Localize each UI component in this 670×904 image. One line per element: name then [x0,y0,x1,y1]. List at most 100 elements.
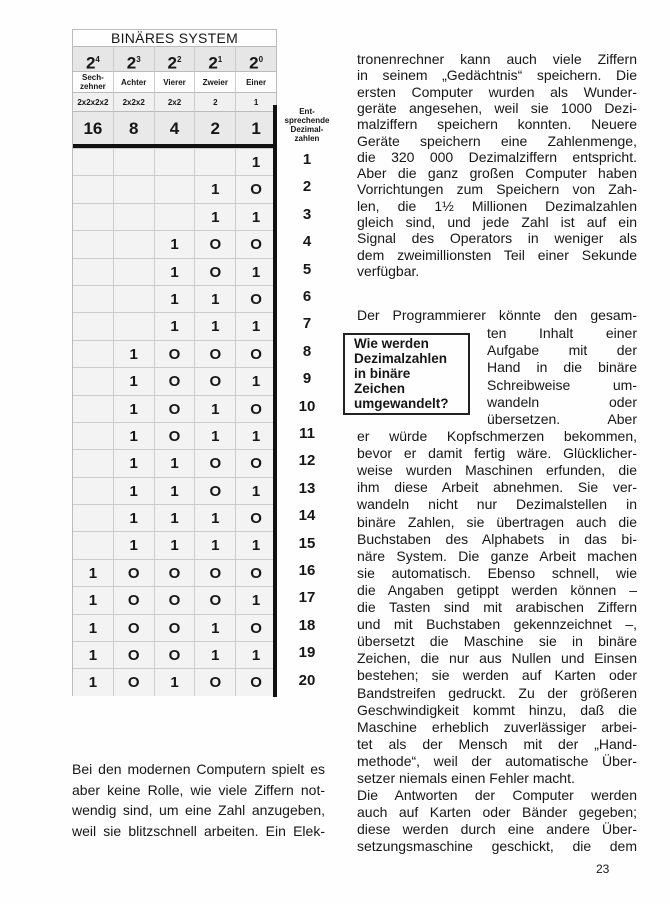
power-base: 2 [126,53,137,73]
bit-cell: 1 [195,504,237,532]
bit-cell: 1 [236,421,276,450]
bit-cell: O [154,394,196,422]
bit-cell: O [236,668,276,696]
bit-cell: 1 [236,312,276,340]
bit-cell: 1 [195,175,237,203]
decimal-value: 16 [298,562,316,579]
decimal-value: 17 [298,589,316,607]
bit-cell: 1 [113,367,155,395]
bit-cell: 1 [154,504,196,532]
bit-cell [73,312,114,340]
bit-cell [73,531,114,559]
bit-cell: O [236,284,276,313]
bit-cell [113,230,155,258]
decimal-value: 8 [302,342,312,360]
bit-cell: 1 [154,476,196,505]
bit-cell: O [195,257,237,285]
text-line: setzungsmaschine geschickt, die dem [357,838,637,855]
text-line: die Angaben getippt werden können – [357,581,637,598]
bit-cell: 1 [236,531,276,559]
text-line: Hand in die binäre [487,359,637,376]
text-line: bevor er damit fertig wäre. Glücklicher- [357,445,637,462]
bit-cell: O [195,476,237,505]
bit-cell: O [236,394,276,422]
bit-cell: 1 [154,284,196,313]
bit-cell: 1 [113,339,155,368]
text-line: die 320 000 Dezimalziffern entspricht. [357,148,637,165]
place-name: Vierer [154,71,196,92]
bit-cell: O [195,367,237,395]
text-line: Geschwindigkeit kommt hinzu, daß die [357,701,637,718]
bit-cell: O [195,586,237,614]
bit-cell: O [236,613,276,642]
text-line: Signal des Operators in weniger als [357,230,637,247]
text-line: tronenrechner kann auch viele Ziffern [357,51,637,67]
power-base: 2 [85,53,96,73]
bit-cell [73,175,114,203]
product-cell: 2x2 [154,92,196,111]
bit-cell: O [113,558,155,587]
text-line: Maschine erheblich zuverlässiger arbei- [357,718,637,735]
bit-cell: O [154,421,196,450]
bit-cell [113,175,155,203]
decimal-value: 15 [298,534,316,552]
binary-table: BINÄRES SYSTEM 24 23 22 21 20 Sech- zehner Ac… [72,29,277,696]
bit-cell: O [236,558,276,587]
bit-cell: 1 [236,367,276,395]
power-cell: 22 [154,46,196,73]
text-line: malziffern speichern konnten. Neuere [357,116,637,133]
bit-cell [73,367,114,395]
bit-cell: 1 [113,504,155,532]
bit-cell: O [113,641,155,669]
bit-cell: 1 [195,202,237,231]
bit-cell [73,148,114,176]
bit-cell: 1 [236,148,276,176]
bit-cell: 1 [154,668,196,696]
values-row: 16 8 4 2 1 [73,111,276,144]
text-line: Der Programmierer könnte den gesam- [357,307,637,323]
question-line: Dezimalzahlen [354,351,448,366]
bit-cell: O [113,613,155,642]
bit-cell [113,284,155,313]
bit-cell [73,202,114,231]
product-cell: 2x2x2 [113,92,155,111]
decimal-header: Ent- sprechende Dezimal- zahlen [284,107,330,143]
bit-cell: O [154,613,196,642]
bit-cell: 1 [195,394,237,422]
power-base: 2 [208,53,218,73]
text-line: dem zweimillionsten Teil einer Sekunde [357,246,637,263]
text-line: er würde Kopfschmerzen bekommen, [357,428,637,444]
text-line: weise wurden Maschinen erfunden, die [357,462,637,479]
decimal-value: 1 [302,151,312,168]
decimal-value: 14 [298,507,316,525]
decimal-value: 4 [302,233,312,251]
text-line: len, die 1½ Millionen Dezimalzahlen [357,197,637,214]
text-line: näre System. Die ganze Arbeit machen [357,547,637,564]
bit-cell: O [195,230,237,258]
bit-cell: 1 [154,312,196,340]
bit-cell [73,339,114,368]
text-line: Aufgabe mit der [487,342,637,359]
value-cell: 1 [236,111,276,144]
table-title: BINÄRES SYSTEM [110,30,239,46]
text-line: binäre Zahlen, sie übertragen auch die [357,513,637,530]
bit-cell [154,202,196,231]
bit-cell: O [154,339,196,368]
bit-cell [113,312,155,340]
power-exponent: 2 [177,55,182,64]
text-line: wandeln oder [487,393,637,410]
value-cell: 2 [195,111,237,144]
bit-cell [113,257,155,285]
